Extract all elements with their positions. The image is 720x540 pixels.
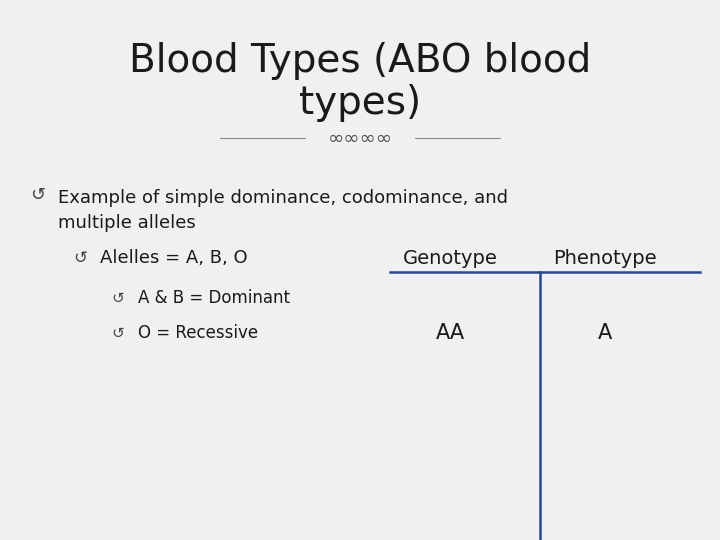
- Text: ↺: ↺: [112, 291, 125, 306]
- Text: Genotype: Genotype: [402, 248, 498, 267]
- Text: ↺: ↺: [30, 186, 45, 204]
- Text: ∞∞∞∞: ∞∞∞∞: [328, 129, 392, 147]
- Text: ↺: ↺: [73, 249, 87, 267]
- Text: Blood Types (ABO blood: Blood Types (ABO blood: [129, 42, 591, 80]
- Text: O = Recessive: O = Recessive: [138, 324, 258, 342]
- Text: AA: AA: [436, 323, 464, 343]
- Text: A & B = Dominant: A & B = Dominant: [138, 289, 290, 307]
- Text: ↺: ↺: [112, 326, 125, 341]
- Text: A: A: [598, 323, 612, 343]
- Text: Phenotype: Phenotype: [553, 248, 657, 267]
- Text: types): types): [299, 84, 421, 122]
- Text: Alelles = A, B, O: Alelles = A, B, O: [100, 249, 248, 267]
- Text: Example of simple dominance, codominance, and
multiple alleles: Example of simple dominance, codominance…: [58, 189, 508, 232]
